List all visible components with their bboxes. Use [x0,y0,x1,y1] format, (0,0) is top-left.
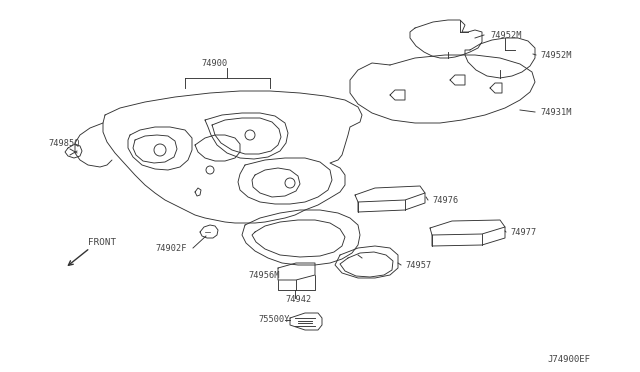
Text: 74942: 74942 [285,295,311,305]
Text: J74900EF: J74900EF [547,356,590,365]
Text: 74976: 74976 [432,196,458,205]
Text: 74900: 74900 [202,58,228,67]
Text: 74985Q: 74985Q [48,138,79,148]
Text: FRONT: FRONT [88,237,116,247]
Text: 75500Y: 75500Y [258,315,289,324]
Text: 74902F: 74902F [155,244,186,253]
Text: 74956M: 74956M [248,270,280,279]
Text: 74931M: 74931M [540,108,572,116]
Text: 74952M: 74952M [490,31,522,39]
Text: 74977: 74977 [510,228,536,237]
Text: 74952M: 74952M [540,51,572,60]
Text: 74957: 74957 [405,260,431,269]
